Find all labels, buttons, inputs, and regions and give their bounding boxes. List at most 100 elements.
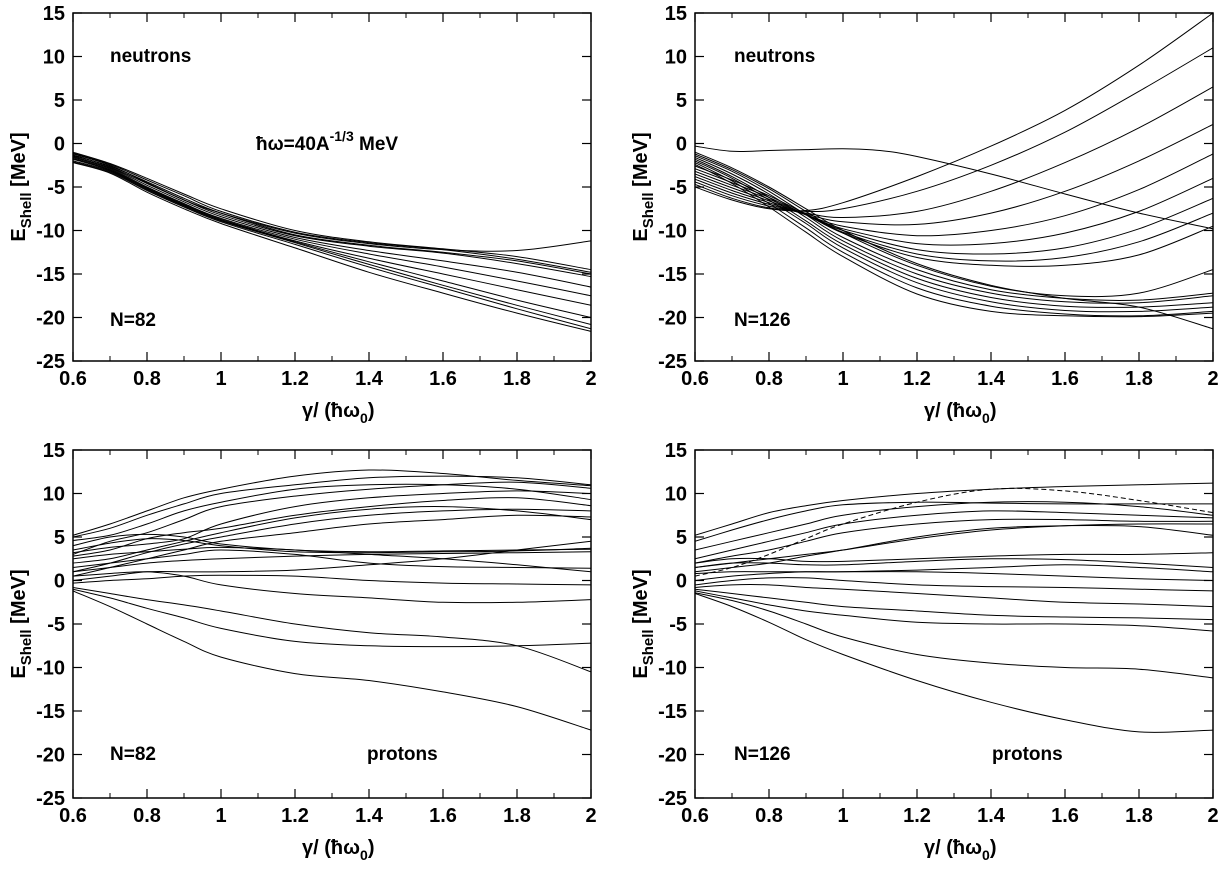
series-line xyxy=(695,482,1213,536)
x-tick-label: 1.6 xyxy=(1051,805,1079,827)
series-line xyxy=(73,154,591,278)
x-tick-label: 1.6 xyxy=(429,805,457,827)
series-line xyxy=(695,163,1213,318)
y-tick-label: 0 xyxy=(54,571,65,593)
y-tick-label: -25 xyxy=(36,788,65,810)
series-line xyxy=(695,584,1213,608)
series-line xyxy=(73,161,591,330)
annotation-protons: protons xyxy=(992,744,1063,765)
series-line xyxy=(695,151,1213,330)
y-tick-label: -20 xyxy=(658,745,687,767)
series-line xyxy=(695,518,1213,564)
annotation-nucleon-number: N=82 xyxy=(110,744,156,765)
x-tick-label: 1.8 xyxy=(503,368,531,390)
series-line xyxy=(695,153,1213,237)
y-tick-label: 0 xyxy=(676,134,687,156)
series-line xyxy=(73,546,591,573)
series-line xyxy=(695,588,1213,621)
series-line xyxy=(73,151,591,271)
series-line xyxy=(695,155,1213,301)
y-tick-label: -10 xyxy=(658,658,687,680)
x-tick-label: 1.8 xyxy=(1125,805,1153,827)
x-axis-label: γ/ (ħω0) xyxy=(924,837,996,863)
y-tick-label: 5 xyxy=(54,527,65,549)
x-tick-label: 0.6 xyxy=(681,805,709,827)
y-axis-label: EShell [MeV] xyxy=(8,569,35,678)
x-tick-label: 2 xyxy=(1207,805,1218,827)
x-tick-label: 1.4 xyxy=(355,805,384,827)
annotation-neutrons: neutrons xyxy=(110,46,191,67)
y-tick-label: -5 xyxy=(47,614,65,636)
x-tick-label: 1.2 xyxy=(903,805,931,827)
y-tick-label: -10 xyxy=(658,221,687,243)
series-line xyxy=(695,571,1213,581)
y-tick-label: 15 xyxy=(665,3,687,25)
series-line xyxy=(73,162,591,332)
y-axis-label: EShell [MeV] xyxy=(630,569,657,678)
y-tick-label: -15 xyxy=(658,264,687,286)
series-line xyxy=(73,475,591,538)
series-line xyxy=(695,86,1213,219)
y-axis-label: EShell [MeV] xyxy=(8,132,35,241)
series-line xyxy=(695,162,1213,317)
series-line xyxy=(73,155,591,275)
annotation-neutrons: neutrons xyxy=(734,46,815,67)
x-tick-label: 2 xyxy=(585,805,596,827)
series-line xyxy=(695,165,1213,267)
y-tick-label: -20 xyxy=(658,308,687,330)
series-line xyxy=(695,160,1213,313)
series-line xyxy=(695,501,1213,551)
annotation-nucleon-number: N=126 xyxy=(734,310,791,331)
y-tick-label: 10 xyxy=(665,484,687,506)
y-tick-label: -25 xyxy=(658,788,687,810)
x-tick-label: 2 xyxy=(1207,368,1218,390)
series-line xyxy=(73,590,591,731)
y-tick-label: -10 xyxy=(36,221,65,243)
series-line xyxy=(73,156,591,288)
x-tick-label: 0.6 xyxy=(59,805,87,827)
series-line xyxy=(695,590,1213,632)
series-line xyxy=(73,587,591,673)
series-line xyxy=(695,577,1213,592)
annotation-oscillator-energy: ħω=40A-1/3 MeV xyxy=(256,128,398,155)
y-tick-label: -15 xyxy=(36,264,65,286)
series-line xyxy=(695,523,1213,568)
y-tick-label: 5 xyxy=(54,90,65,112)
x-tick-label: 1.6 xyxy=(429,368,457,390)
series-line xyxy=(73,483,591,541)
y-tick-label: -15 xyxy=(36,701,65,723)
series-line xyxy=(695,158,1213,308)
x-tick-label: 1 xyxy=(837,805,848,827)
y-tick-label: -5 xyxy=(669,614,687,636)
y-tick-label: 0 xyxy=(676,571,687,593)
series-line xyxy=(695,13,1213,212)
x-tick-label: 0.8 xyxy=(755,368,783,390)
series-line xyxy=(695,156,1213,304)
series-group xyxy=(73,151,591,332)
series-group xyxy=(695,13,1213,330)
y-tick-label: 15 xyxy=(43,440,65,462)
y-tick-label: -10 xyxy=(36,658,65,680)
y-tick-label: 10 xyxy=(665,47,687,69)
x-tick-label: 1.6 xyxy=(1051,368,1079,390)
x-tick-label: 0.6 xyxy=(681,368,709,390)
series-line xyxy=(73,481,591,555)
x-tick-label: 1.2 xyxy=(281,368,309,390)
series-line xyxy=(695,145,1213,230)
x-tick-label: 2 xyxy=(585,368,596,390)
y-tick-label: -20 xyxy=(36,308,65,330)
y-tick-label: -25 xyxy=(658,351,687,373)
x-tick-label: 1.8 xyxy=(503,805,531,827)
panel-bottom-right: N=126 protons 0.6 0.8 1 1.2 1.4 1.6 1.8 2 -25 -20… xyxy=(630,440,1219,863)
series-line xyxy=(73,514,591,577)
series-line xyxy=(695,487,1213,577)
y-tick-label: 10 xyxy=(43,47,65,69)
series-line xyxy=(73,490,591,554)
series-line xyxy=(695,173,1213,246)
y-tick-label: 15 xyxy=(665,440,687,462)
x-tick-label: 0.6 xyxy=(59,368,87,390)
series-line xyxy=(73,571,591,604)
series-line xyxy=(73,549,591,569)
series-line xyxy=(73,156,591,297)
